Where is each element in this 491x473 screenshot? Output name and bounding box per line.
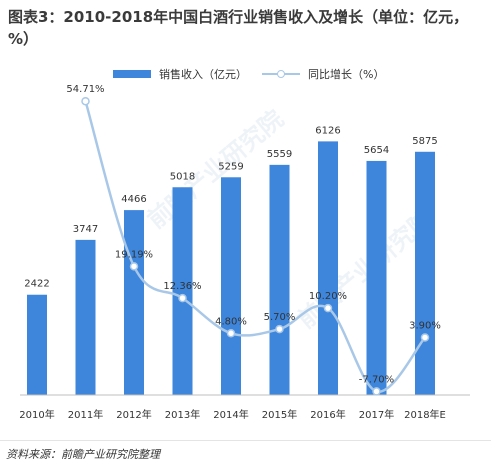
bar-value-label: 5654 xyxy=(364,145,389,156)
growth-point xyxy=(226,329,236,338)
legend: 销售收入（亿元） 同比增长（%） xyxy=(0,66,491,86)
growth-line xyxy=(84,100,426,393)
divider xyxy=(0,440,491,441)
growth-point xyxy=(323,303,333,313)
bar xyxy=(27,294,47,395)
bar xyxy=(172,187,193,395)
bar xyxy=(75,239,96,395)
growth-point xyxy=(372,387,381,396)
bar xyxy=(221,177,241,395)
x-tick-label: 2011年 xyxy=(68,408,103,421)
x-tick-label: 2012年 xyxy=(116,408,151,421)
bar-value-label: 4466 xyxy=(121,194,146,205)
bar-value-label: 5875 xyxy=(412,136,437,147)
x-tick-label: 2013年 xyxy=(165,408,200,421)
bar-value-label: 5018 xyxy=(170,171,195,182)
legend-swatch-line xyxy=(262,69,300,79)
growth-point xyxy=(420,333,430,342)
bar xyxy=(366,160,387,395)
x-tick-label: 2018年E xyxy=(404,408,446,421)
x-tick-label: 2017年 xyxy=(359,408,394,421)
bar-value-label: 5259 xyxy=(218,161,243,172)
growth-point xyxy=(275,324,284,334)
bar xyxy=(269,164,290,395)
growth-value-label: 19.19% xyxy=(115,249,153,260)
growth-value-label: -7.70% xyxy=(359,374,394,385)
growth-value-label: 3.90% xyxy=(409,320,441,331)
chart-canvas: 2422 3747 4466 5018 5259 5559 6126 5654 5875 2010… xyxy=(19,84,470,421)
bar-value-label: 5559 xyxy=(267,149,292,160)
growth-value-label: 10.20% xyxy=(309,291,347,302)
x-tick-label: 2016年 xyxy=(310,408,345,421)
growth-point xyxy=(178,293,187,303)
legend-item-growth: 同比增长（%） xyxy=(262,66,384,82)
bar-value-label: 6126 xyxy=(315,125,340,136)
x-tick-label: 2010年 xyxy=(19,408,54,421)
legend-item-revenue: 销售收入（亿元） xyxy=(113,66,247,82)
growth-point xyxy=(81,96,90,106)
bar xyxy=(124,210,144,395)
growth-value-label: 5.70% xyxy=(264,312,296,323)
growth-value-label: 12.36% xyxy=(163,281,201,292)
bar-value-label: 2422 xyxy=(24,279,49,290)
legend-swatch-bar xyxy=(113,70,151,78)
x-tick-label: 2014年 xyxy=(213,408,248,421)
bar-value-label: 3747 xyxy=(73,224,98,235)
growth-value-label: 4.80% xyxy=(215,316,247,327)
source-note: 资料来源：前瞻产业研究院整理 xyxy=(6,448,160,461)
chart-title: 图表3：2010-2018年中国白酒行业销售收入及增长（单位：亿元，%） xyxy=(8,8,469,48)
growth-value-label: 54.71% xyxy=(66,84,104,95)
bar xyxy=(415,151,435,395)
legend-label-revenue: 销售收入（亿元） xyxy=(159,68,247,81)
growth-point xyxy=(129,262,139,271)
bar xyxy=(318,141,338,395)
x-tick-label: 2015年 xyxy=(262,408,297,421)
legend-label-growth: 同比增长（%） xyxy=(308,68,385,81)
